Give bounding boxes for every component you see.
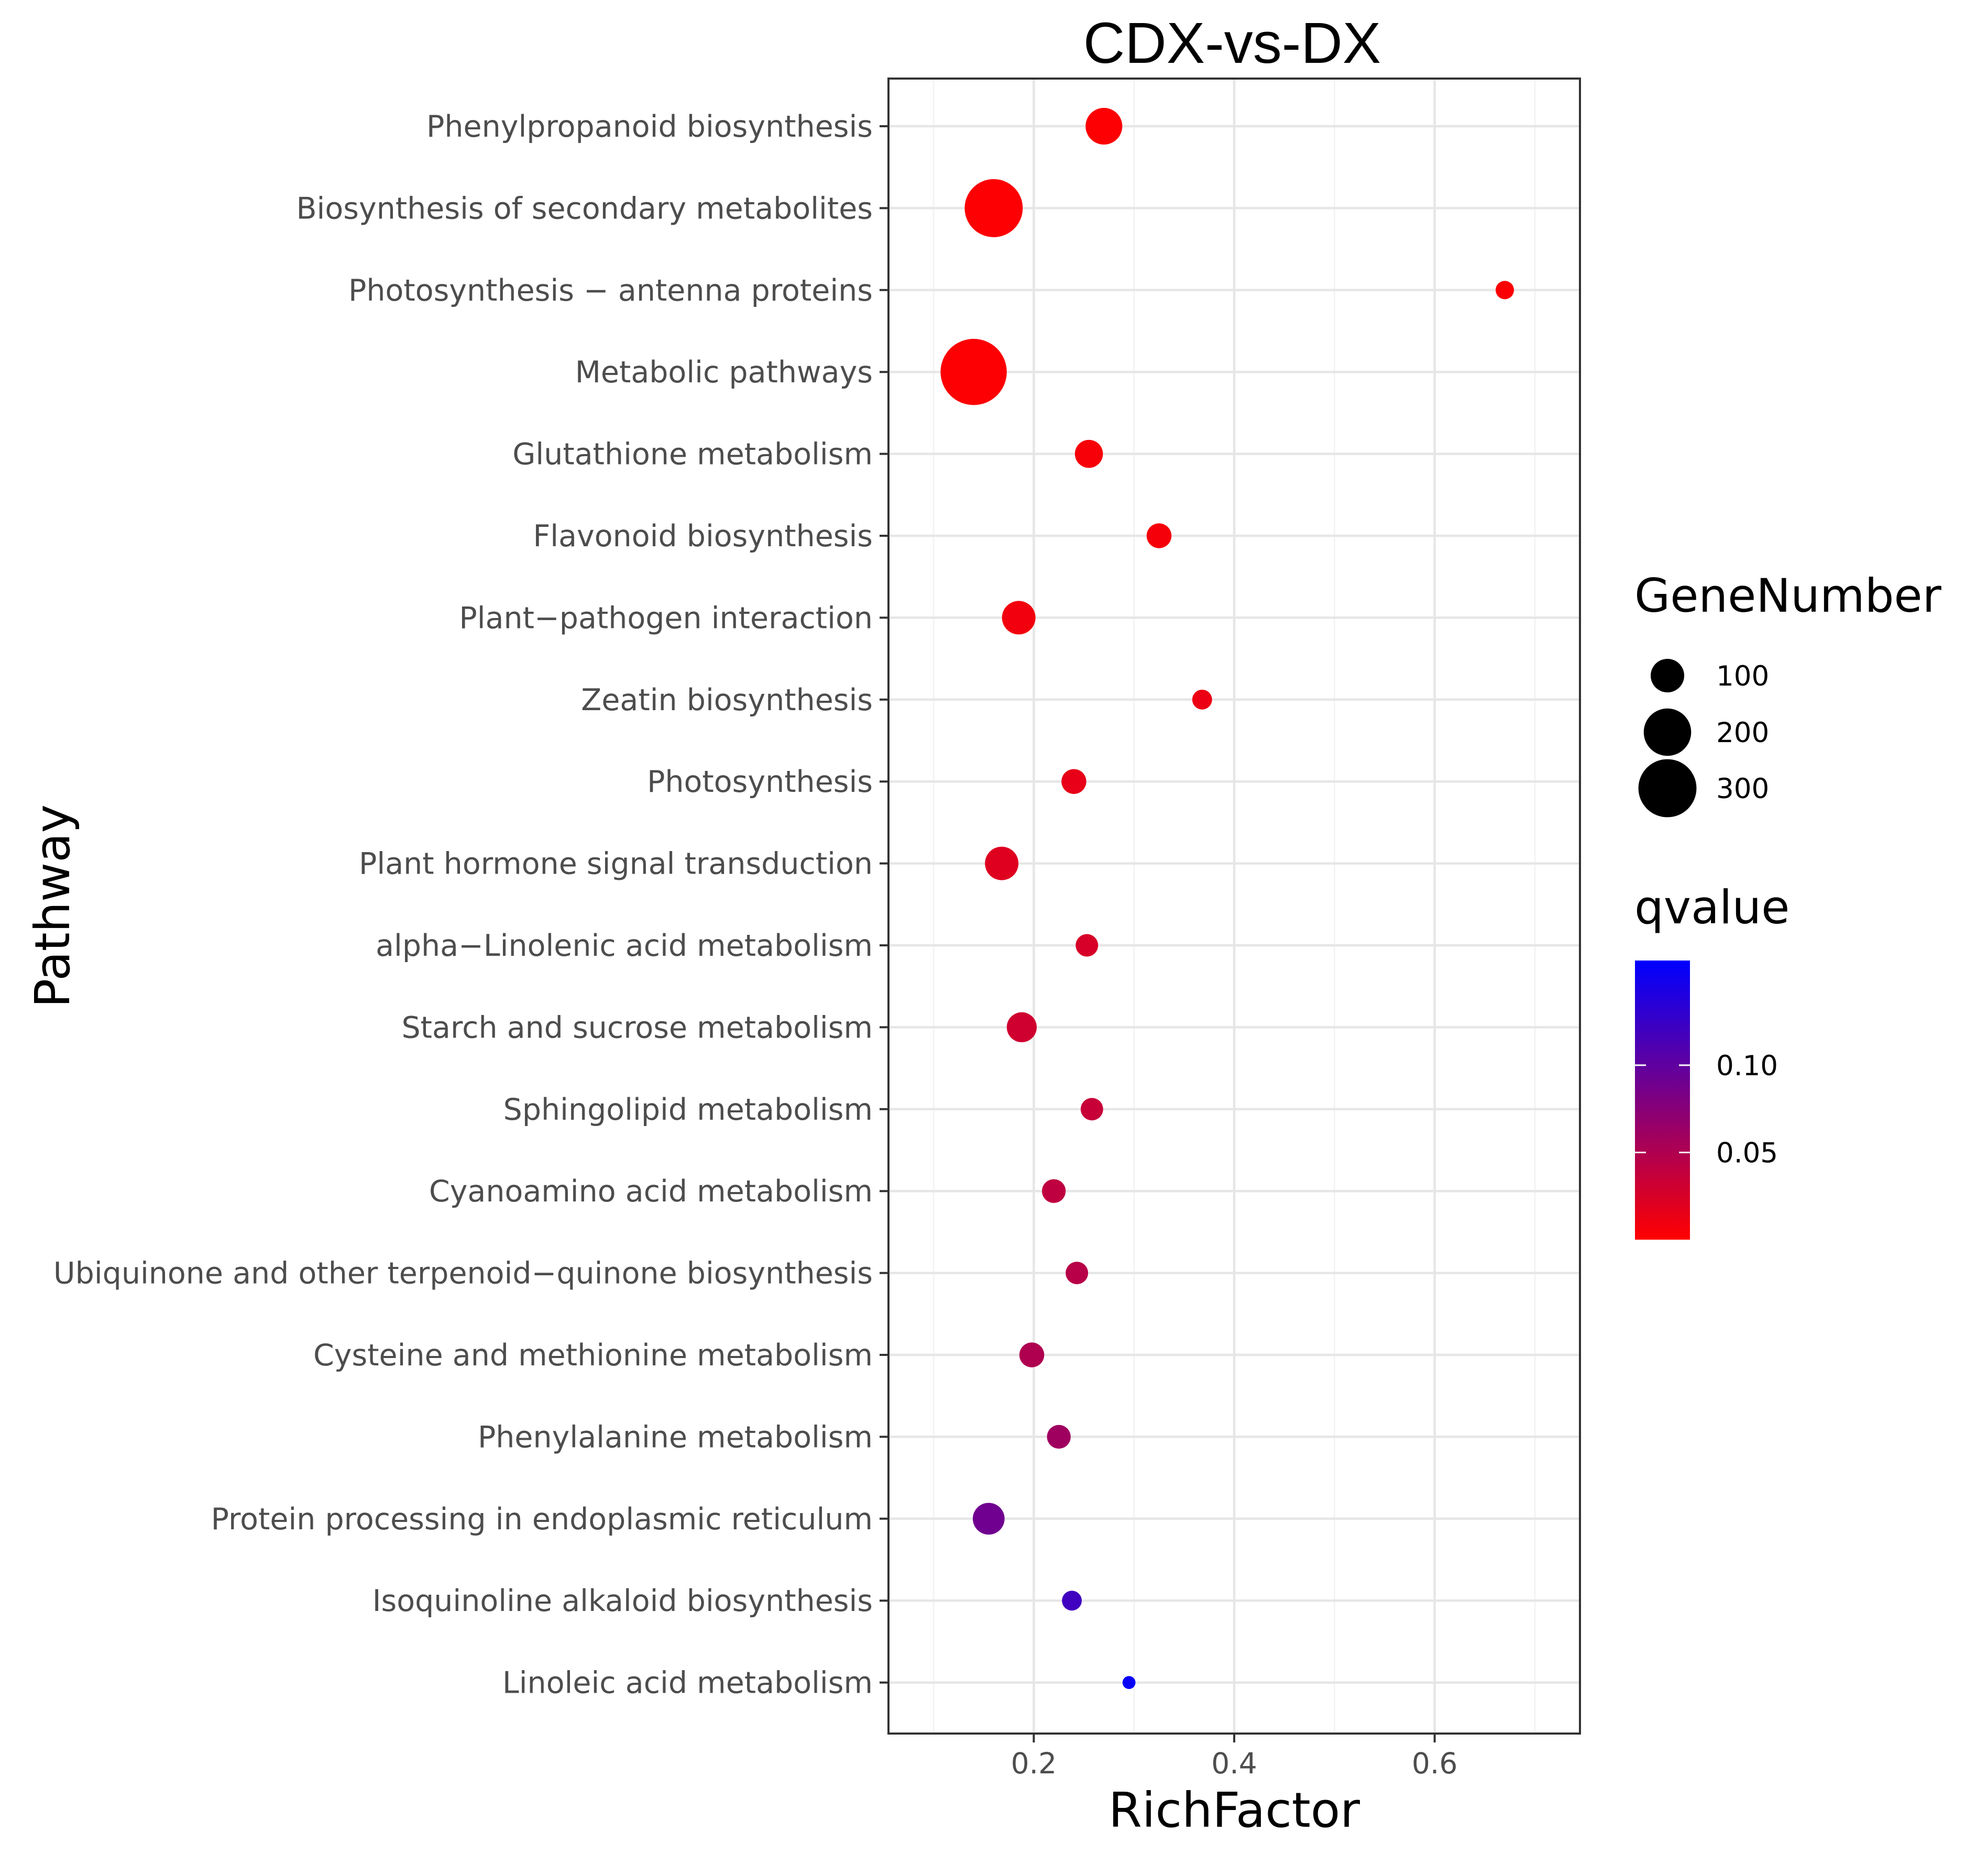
y-tick-label: Plant−pathogen interaction: [459, 601, 873, 635]
data-point: [1066, 1262, 1089, 1285]
data-point: [1006, 1012, 1037, 1043]
data-point: [1075, 934, 1099, 957]
data-point: [1074, 439, 1103, 468]
y-tick-label: Flavonoid biosynthesis: [533, 519, 873, 554]
y-tick-label: Sphingolipid metabolism: [503, 1093, 873, 1127]
data-point: [1047, 1425, 1071, 1449]
y-tick-label: alpha−Linolenic acid metabolism: [376, 929, 873, 963]
y-tick-label: Phenylpropanoid biosynthesis: [426, 109, 873, 144]
y-tick-label: Phenylalanine metabolism: [478, 1420, 873, 1454]
data-point: [1062, 1591, 1082, 1611]
data-points: [940, 107, 1514, 1689]
data-point: [1080, 1098, 1103, 1121]
size-legend-label: 100: [1716, 660, 1769, 692]
data-point: [1146, 523, 1172, 548]
data-point: [985, 846, 1019, 880]
data-point: [1002, 601, 1036, 635]
size-legend-dot: [1651, 659, 1684, 692]
y-tick-label: Linoleic acid metabolism: [502, 1666, 873, 1701]
color-legend-label: 0.05: [1716, 1137, 1778, 1169]
data-point: [964, 179, 1023, 237]
size-legend-label: 300: [1716, 773, 1769, 805]
data-point: [1042, 1179, 1066, 1203]
y-tick-label: Cysteine and methionine metabolism: [313, 1338, 873, 1373]
color-legend-label: 0.10: [1716, 1050, 1778, 1082]
size-legend-dot: [1643, 708, 1692, 756]
size-legend-label: 200: [1716, 717, 1769, 749]
data-point: [1085, 107, 1123, 145]
y-tick-label: Glutathione metabolism: [512, 437, 873, 472]
y-tick-label: Starch and sucrose metabolism: [401, 1010, 873, 1045]
x-tick-label: 0.4: [1211, 1747, 1257, 1780]
x-axis-title: RichFactor: [1108, 1782, 1360, 1838]
y-tick-label: Isoquinoline alkaloid biosynthesis: [372, 1584, 873, 1618]
size-legend-title: GeneNumber: [1634, 569, 1942, 623]
color-legend-title: qvalue: [1634, 880, 1790, 934]
x-tick-label: 0.2: [1011, 1747, 1057, 1780]
y-tick-label: Photosynthesis: [647, 765, 873, 799]
data-point: [972, 1503, 1005, 1535]
size-legend-dot: [1638, 759, 1697, 818]
x-tick-label: 0.6: [1412, 1747, 1457, 1780]
y-tick-label: Protein processing in endoplasmic reticu…: [211, 1502, 873, 1537]
y-tick-label: Ubiquinone and other terpenoid−quinone b…: [53, 1256, 873, 1291]
color-legend-bar: [1635, 961, 1690, 1240]
color-legend: qvalue 0.10 0.05: [1634, 880, 1790, 1240]
data-point: [1495, 281, 1514, 300]
size-legend: GeneNumber 100 200 300: [1634, 569, 1942, 818]
y-axis: Phenylpropanoid biosynthesis Biosynthesis…: [53, 109, 888, 1701]
data-point: [1019, 1342, 1045, 1367]
data-point: [940, 339, 1007, 405]
y-axis-title: Pathway: [25, 804, 81, 1008]
y-tick-label: Photosynthesis − antenna proteins: [348, 273, 873, 308]
chart-title: CDX-vs-DX: [1083, 11, 1381, 75]
y-tick-label: Zeatin biosynthesis: [581, 683, 873, 718]
y-tick-label: Metabolic pathways: [575, 355, 873, 390]
y-tick-label: Cyanoamino acid metabolism: [429, 1174, 873, 1209]
data-point: [1061, 769, 1086, 794]
y-tick-label: Plant hormone signal transduction: [359, 847, 873, 881]
y-tick-label: Biosynthesis of secondary metabolites: [296, 191, 873, 226]
data-point: [1122, 1676, 1136, 1689]
x-axis: 0.2 0.4 0.6: [1011, 1734, 1457, 1780]
data-point: [1192, 689, 1212, 710]
